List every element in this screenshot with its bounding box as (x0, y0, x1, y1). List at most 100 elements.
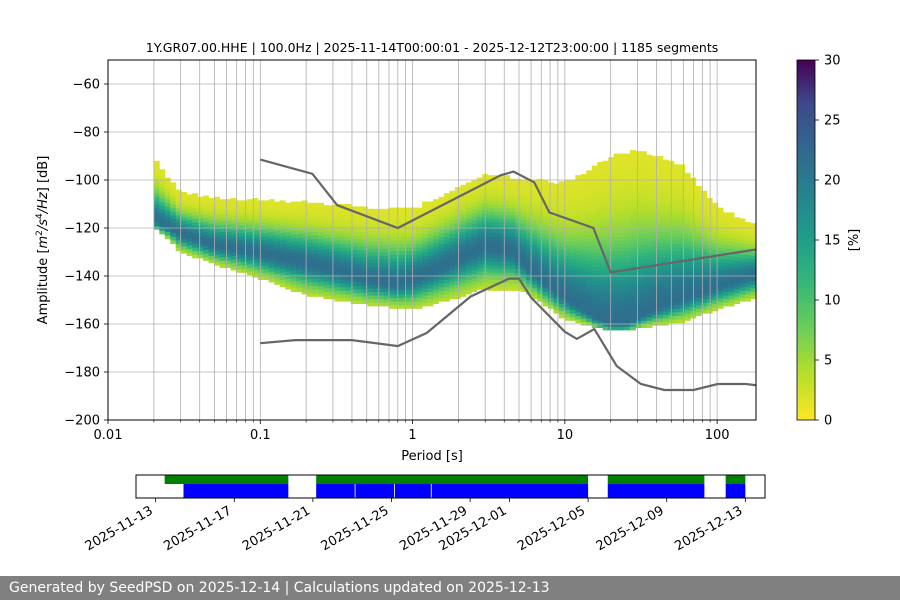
heatmap-cell (454, 255, 461, 260)
used-segment (316, 484, 355, 498)
heatmap-cell (553, 198, 560, 202)
heatmap-cell (361, 228, 368, 232)
heatmap-cell (553, 234, 560, 238)
heatmap-cell (329, 277, 335, 282)
heatmap-cell (504, 261, 511, 266)
heatmap-cell (263, 211, 270, 216)
heatmap-cell (723, 280, 730, 285)
heatmap-cell (153, 214, 160, 219)
heatmap-cell (613, 261, 620, 266)
heatmap-cell (651, 278, 658, 283)
heatmap-cell (657, 170, 664, 175)
heatmap-cell (268, 220, 275, 225)
heatmap-cell (159, 169, 166, 174)
heatmap-cell (602, 265, 609, 270)
heatmap-cell (422, 291, 428, 296)
heatmap-cell (651, 188, 658, 193)
heatmap-cell (493, 182, 500, 187)
heatmap-cell (575, 178, 582, 183)
heatmap-cell (203, 206, 209, 211)
heatmap-cell (684, 190, 691, 195)
heatmap-cell (460, 278, 467, 283)
heatmap-cell (520, 234, 527, 238)
heatmap-cell (301, 265, 308, 270)
heatmap-cell (602, 196, 609, 201)
heatmap-cell (400, 286, 407, 291)
heatmap-cell (329, 219, 335, 224)
heatmap-cell (230, 219, 237, 224)
heatmap-cell (613, 171, 620, 176)
heatmap-cell (225, 220, 231, 225)
timeline-axis: 2025-11-13 2025-11-17 2025-11-21 2025-11-25… (83, 498, 746, 554)
heatmap-cell (350, 206, 357, 211)
heatmap-cell (241, 265, 248, 270)
heatmap-cell (301, 276, 308, 280)
heatmap-cell (558, 202, 565, 207)
heatmap-cell (438, 200, 445, 205)
heatmap-cell (723, 284, 730, 289)
heatmap-cell (301, 200, 308, 205)
heatmap-cell (553, 230, 560, 235)
heatmap-cell (263, 265, 270, 270)
heatmap-cell (274, 226, 281, 231)
heatmap-cell (717, 297, 724, 302)
heatmap-cell (339, 243, 346, 248)
heatmap-cell (602, 319, 609, 324)
heatmap-cell (520, 212, 527, 217)
heatmap-cell (334, 297, 341, 302)
heatmap-cell (460, 282, 467, 286)
heatmap-cell (684, 180, 691, 184)
heatmap-cell (520, 248, 527, 253)
heatmap-cell (750, 270, 756, 274)
heatmap-cell (750, 223, 756, 228)
heatmap-cell (405, 229, 412, 234)
heatmap-cell (630, 312, 636, 316)
heatmap-cell (181, 249, 188, 254)
heatmap-cell (597, 316, 604, 321)
heatmap-cell (624, 222, 631, 226)
heatmap-cell (312, 267, 319, 272)
heatmap-cell (624, 189, 631, 194)
heatmap-cell (651, 253, 658, 258)
heatmap-cell (170, 240, 177, 244)
heatmap-cell (268, 231, 275, 236)
heatmap-cell (520, 187, 527, 192)
heatmap-cell (279, 243, 286, 248)
heatmap-cell (630, 171, 636, 176)
heatmap-cell (619, 178, 626, 183)
heatmap-cell (728, 262, 735, 267)
heatmap-cell (350, 231, 357, 236)
heatmap-cell (498, 247, 505, 252)
heatmap-cell (651, 260, 658, 265)
heatmap-cell (553, 205, 560, 210)
grid (107, 60, 756, 421)
heatmap-cell (679, 254, 686, 259)
heatmap-cell (586, 210, 593, 214)
heatmap-cell (263, 207, 270, 212)
heatmap-cell (378, 244, 385, 249)
heatmap-cell (635, 252, 642, 256)
heatmap-cell (608, 315, 615, 320)
heatmap-cell (717, 232, 724, 237)
heatmap-cell (701, 270, 708, 274)
heatmap-cell (564, 306, 571, 310)
heatmap-cell (558, 285, 565, 290)
heatmap-cell (613, 160, 620, 165)
heatmap-cell (575, 247, 582, 252)
heatmap-cell (372, 284, 379, 289)
heatmap-cell (345, 211, 352, 216)
heatmap-cell (290, 223, 297, 228)
heatmap-cell (739, 272, 746, 277)
heatmap-cell (695, 279, 702, 284)
heatmap-cell (586, 310, 593, 315)
heatmap-cell (537, 196, 543, 201)
heatmap-cell (208, 252, 215, 256)
y-tick-label: −60 (73, 78, 100, 93)
heatmap-cell (553, 237, 560, 242)
heatmap-cell (504, 254, 511, 259)
heatmap-cell (526, 218, 532, 223)
heatmap-cell (630, 304, 636, 309)
heatmap-cell (526, 200, 532, 205)
heatmap-cell (553, 302, 560, 307)
heatmap-cell (279, 254, 286, 259)
